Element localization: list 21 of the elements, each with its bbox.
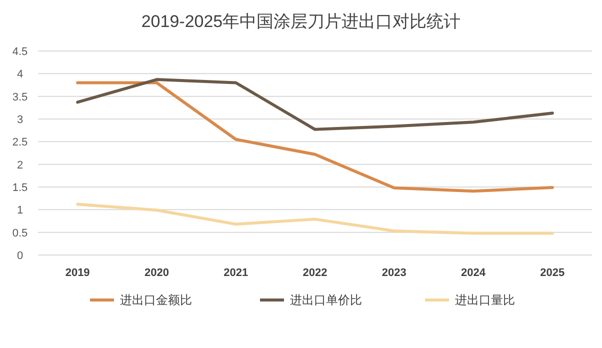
xtick: 2024	[461, 267, 486, 279]
ytick: 0.5	[12, 227, 28, 240]
ytick: 2.5	[12, 136, 28, 149]
ytick: 3.5	[12, 91, 28, 104]
xtick: 2021	[224, 267, 248, 279]
ytick: 1.5	[12, 182, 28, 194]
legend-label: 进出口金额比	[120, 293, 192, 307]
ytick: 4	[16, 68, 24, 81]
xtick: 2025	[540, 267, 565, 279]
title: 2019-2025年中国涂层刀片进出口对比统计	[141, 12, 461, 31]
ytick: 1	[16, 204, 24, 217]
ytick: 4.5	[12, 46, 28, 58]
ytick: 0	[16, 250, 24, 262]
legend-label: 进出口单价比	[290, 293, 362, 307]
xtick: 2019	[65, 267, 90, 279]
xtick: 2023	[382, 267, 406, 279]
xtick: 2022	[302, 267, 328, 279]
legend-label: 进出口量比	[455, 293, 515, 307]
xtick: 2020	[144, 267, 169, 279]
ytick: 3	[16, 114, 24, 126]
ytick: 2	[16, 159, 24, 172]
